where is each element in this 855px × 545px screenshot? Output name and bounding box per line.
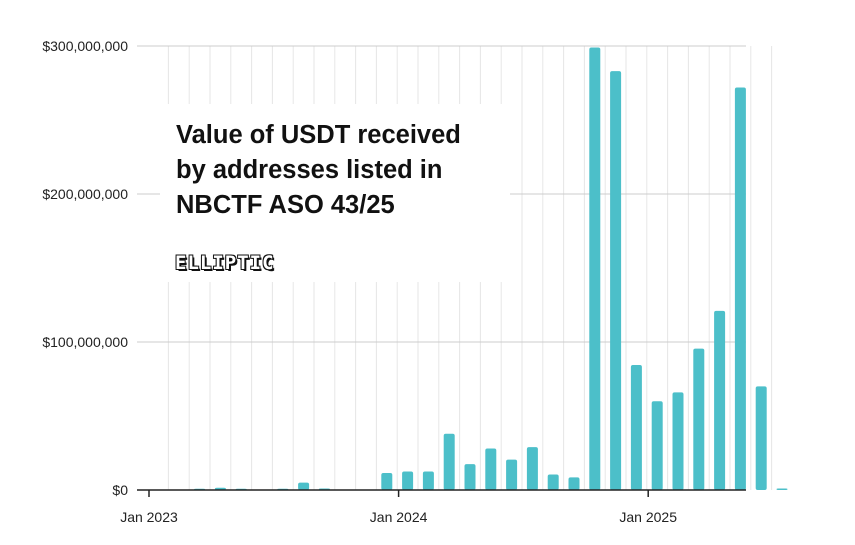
bar	[693, 348, 705, 490]
bar	[610, 71, 622, 490]
bar	[298, 482, 310, 490]
bar	[734, 87, 746, 490]
x-tick-label: Jan 2023	[120, 509, 178, 525]
y-tick-label: $200,000,000	[42, 186, 128, 202]
chart-title-line-2: by addresses listed in	[176, 156, 443, 184]
title-panel	[160, 104, 510, 282]
y-tick-label: $0	[112, 482, 128, 498]
bar	[672, 392, 684, 490]
chart-title: Value of USDT received by addresses list…	[176, 118, 506, 223]
y-tick-label: $300,000,000	[42, 38, 128, 54]
chart-title-line-3: NBCTF ASO 43/25	[176, 191, 395, 219]
bar	[381, 472, 393, 490]
bar	[714, 310, 726, 490]
bar	[547, 474, 559, 490]
y-axis-ticks: $0 $100,000,000 $200,000,000 $300,000,000	[42, 38, 128, 498]
bar	[589, 47, 601, 490]
bar	[422, 471, 434, 490]
bar	[651, 401, 663, 490]
bar	[568, 477, 580, 490]
y-tick-label: $100,000,000	[42, 334, 128, 350]
x-tick-label: Jan 2024	[370, 509, 428, 525]
chart-title-line-1: Value of USDT received	[176, 121, 461, 149]
x-axis-ticks: Jan 2023 Jan 2024 Jan 2025	[120, 490, 677, 525]
bar	[464, 464, 476, 490]
bar	[630, 364, 642, 490]
bars	[194, 47, 788, 490]
bar	[776, 488, 788, 490]
bar	[526, 447, 538, 490]
bar	[506, 459, 518, 490]
bar	[485, 448, 497, 490]
elliptic-logo: ELLIPTIC	[175, 252, 275, 274]
bar	[755, 386, 767, 490]
x-tick-label: Jan 2025	[619, 509, 677, 525]
bar	[402, 471, 414, 490]
bar	[443, 433, 455, 490]
